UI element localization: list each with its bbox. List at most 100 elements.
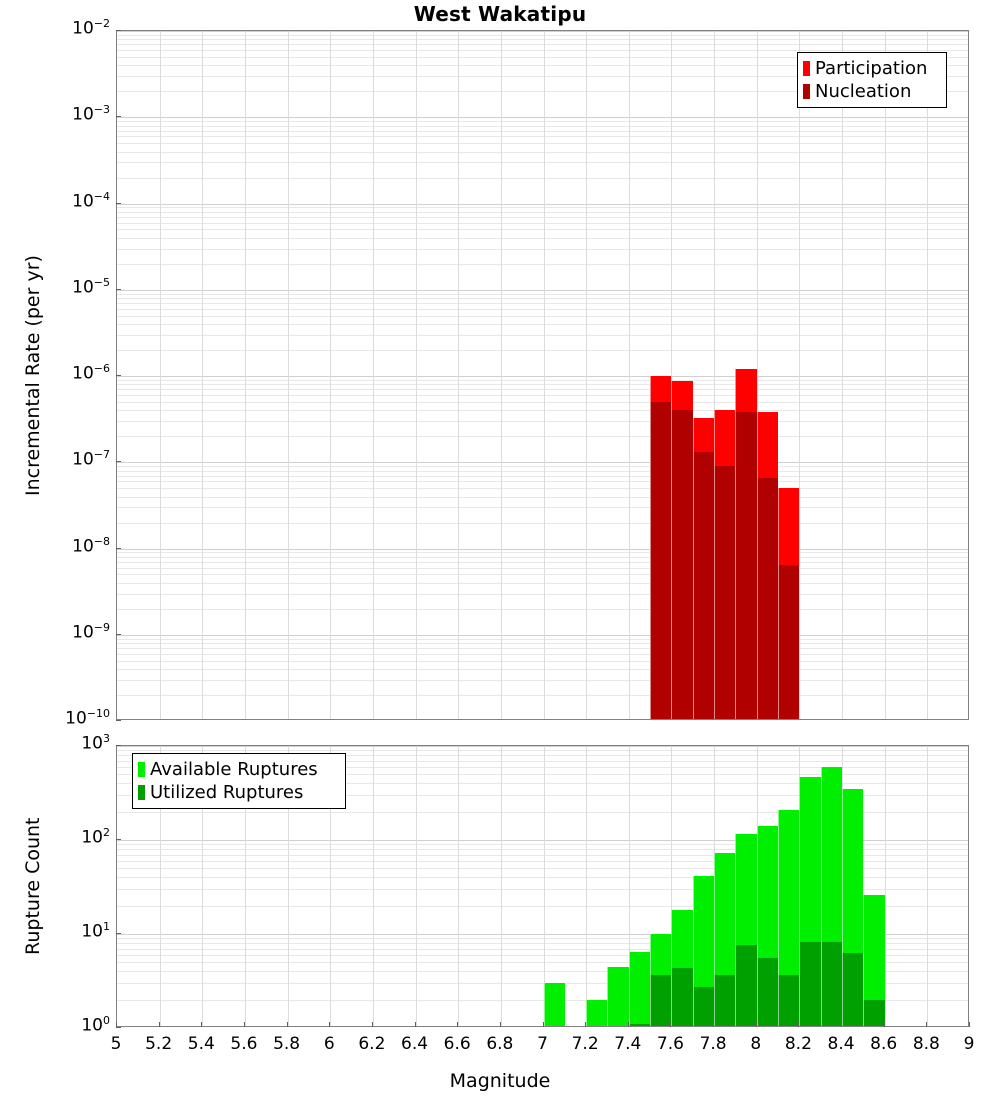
grid-line — [117, 303, 968, 305]
grid-line — [117, 868, 968, 870]
grid-line — [117, 582, 968, 584]
page-title: West Wakatipu — [413, 2, 587, 26]
grid-line-vertical — [244, 31, 246, 719]
grid-line-vertical — [842, 31, 844, 719]
grid-line — [117, 263, 968, 265]
bar-nucleation — [778, 564, 800, 719]
x-tick-label: 7.2 — [571, 1034, 599, 1054]
grid-line — [117, 216, 968, 218]
grid-line — [117, 760, 968, 762]
grid-line — [117, 293, 968, 295]
bar-utilized — [714, 974, 736, 1026]
y-tick-label-bottom: 100 — [81, 1014, 110, 1036]
grid-line — [117, 948, 968, 950]
x-tick-mark — [243, 1022, 245, 1027]
bar-nucleation — [692, 452, 715, 719]
x-tick-mark — [414, 1022, 416, 1027]
x-tick-mark — [499, 1022, 501, 1027]
grid-line — [117, 574, 968, 576]
grid-line — [117, 475, 968, 477]
y-tick-mark — [116, 202, 121, 204]
grid-line — [117, 151, 968, 153]
grid-line-vertical — [372, 746, 374, 1026]
grid-line-vertical — [586, 31, 588, 719]
y-tick-mark — [116, 745, 121, 746]
grid-line — [117, 229, 968, 231]
grid-line — [117, 695, 968, 697]
grid-line — [117, 207, 968, 209]
grid-line — [117, 248, 968, 250]
grid-line — [117, 844, 968, 846]
grid-line — [117, 849, 968, 851]
grid-line — [117, 593, 968, 595]
y-tick-label-top: 10−2 — [72, 17, 110, 39]
legend-participation-nucleation-item[interactable]: Participation — [803, 57, 939, 80]
x-tick-mark — [798, 1022, 800, 1027]
x-tick-mark — [713, 1022, 715, 1027]
legend-swatch-icon — [138, 762, 145, 777]
grid-line-vertical — [415, 31, 417, 719]
grid-line — [117, 679, 968, 681]
y-tick-mark — [116, 30, 121, 31]
grid-line — [117, 750, 968, 752]
legend-label: Nucleation — [815, 80, 912, 102]
x-tick-mark — [201, 1022, 203, 1027]
grid-line — [117, 466, 968, 468]
grid-line — [117, 50, 968, 52]
y-tick-label-bottom: 101 — [81, 920, 110, 942]
grid-line — [117, 298, 968, 300]
legend-ruptures-item[interactable]: Available Ruptures — [138, 758, 338, 781]
x-tick-mark — [755, 1022, 757, 1027]
bar-utilized — [671, 968, 693, 1026]
grid-line — [117, 436, 968, 438]
grid-line — [117, 561, 968, 563]
grid-line — [117, 660, 968, 662]
grid-line — [117, 130, 968, 132]
x-tick-mark — [627, 1022, 629, 1027]
x-tick-mark — [542, 1022, 544, 1027]
grid-line-vertical — [500, 746, 502, 1026]
bar-utilized — [863, 999, 885, 1026]
y-tick-mark — [116, 288, 121, 290]
grid-line — [117, 117, 968, 119]
grid-line — [117, 556, 968, 558]
x-tick-label: 6.6 — [443, 1034, 471, 1054]
grid-line — [117, 877, 968, 879]
x-tick-mark — [158, 1022, 160, 1027]
rupture-count-legend: Available Ruptures Utilized Ruptures — [132, 753, 346, 809]
bar-available — [778, 809, 800, 1026]
x-tick-label: 7.8 — [699, 1034, 727, 1054]
x-tick-label: 6.4 — [401, 1034, 429, 1054]
y-tick-mark — [116, 633, 121, 635]
grid-line — [117, 177, 968, 179]
y-tick-mark — [116, 720, 121, 721]
grid-line — [117, 905, 968, 907]
legend-participation-nucleation-item[interactable]: Nucleation — [803, 80, 939, 103]
grid-line-vertical — [330, 31, 332, 719]
grid-line-vertical — [458, 746, 460, 1026]
x-tick-label: 5.6 — [230, 1034, 258, 1054]
x-tick-label: 6.8 — [486, 1034, 514, 1054]
bar-utilized — [820, 941, 843, 1026]
grid-line — [117, 324, 968, 326]
grid-line — [117, 860, 968, 862]
x-tick-mark — [841, 1022, 843, 1027]
grid-line-vertical — [586, 746, 588, 1026]
x-tick-mark — [670, 1022, 672, 1027]
x-axis-label: Magnitude — [449, 1070, 551, 1092]
grid-line-vertical — [628, 746, 630, 1026]
x-tick-label: 5 — [110, 1034, 122, 1054]
grid-line-vertical — [714, 31, 716, 719]
grid-line — [117, 638, 968, 640]
grid-line — [117, 136, 968, 138]
grid-line-vertical — [628, 31, 630, 719]
grid-line-vertical — [287, 746, 289, 1026]
grid-line — [117, 653, 968, 655]
grid-line — [117, 795, 968, 797]
grid-line-vertical — [330, 746, 332, 1026]
grid-line — [117, 211, 968, 213]
bar-nucleation — [756, 477, 779, 719]
x-tick-mark — [371, 1022, 373, 1027]
legend-label: Available Ruptures — [150, 758, 318, 780]
legend-ruptures-item[interactable]: Utilized Ruptures — [138, 781, 338, 804]
